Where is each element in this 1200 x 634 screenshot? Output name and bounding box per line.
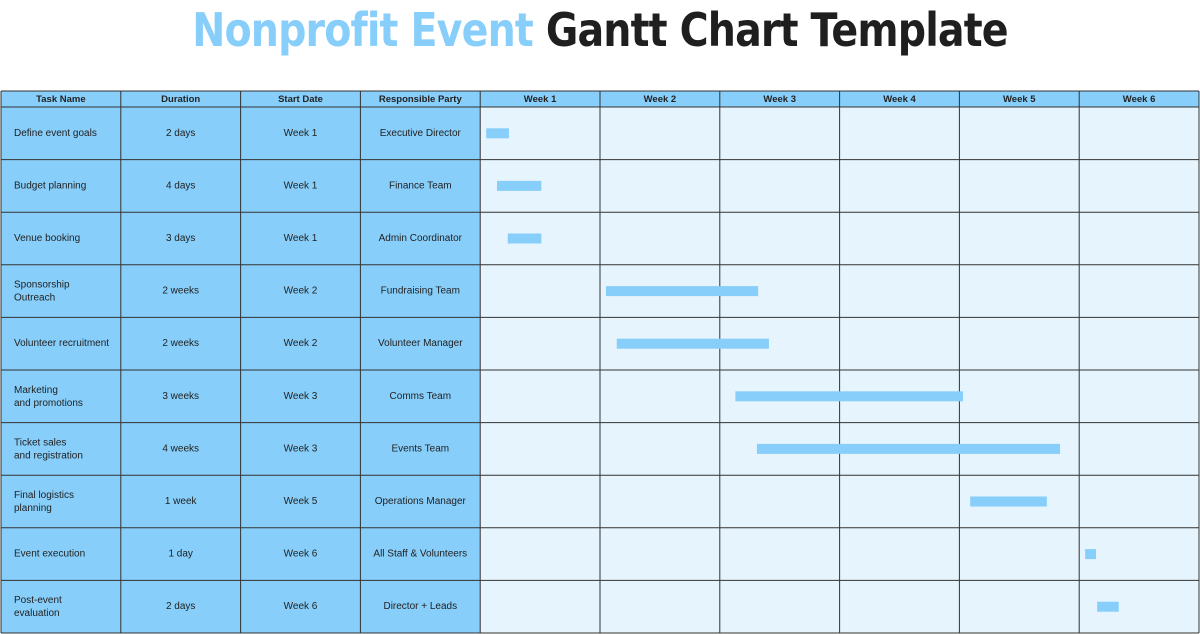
task-name: Venue booking: [14, 233, 80, 244]
task-duration: 4 days: [166, 180, 195, 191]
column-header: Week 4: [883, 94, 916, 105]
column-header: Week 2: [644, 94, 677, 105]
task-name-line: evaluation: [14, 608, 60, 619]
task-start: Week 2: [284, 286, 318, 297]
task-name: Post-event evaluation: [14, 595, 62, 619]
task-owner: All Staff & Volunteers: [373, 549, 467, 560]
gantt-bar: [605, 286, 759, 297]
task-name: Budget planning: [14, 180, 86, 191]
task-duration: 1 day: [168, 549, 192, 560]
gantt-bar: [735, 391, 963, 402]
column-header: Duration: [161, 94, 200, 105]
column-header: Start Date: [278, 94, 323, 105]
task-duration: 3 weeks: [162, 391, 199, 402]
column-header: Week 5: [1003, 94, 1036, 105]
task-owner: Director + Leads: [383, 601, 457, 612]
task-start: Week 6: [284, 549, 318, 560]
task-name: Sponsorship Outreach: [14, 279, 70, 303]
task-name: Marketing and promotions: [14, 384, 83, 408]
task-start: Week 3: [284, 391, 318, 402]
task-owner: Operations Manager: [375, 496, 467, 507]
gantt-bar: [486, 128, 509, 139]
column-header: Task Name: [36, 94, 85, 105]
task-duration: 3 days: [166, 233, 195, 244]
title-main: Gantt Chart Template: [545, 3, 1009, 57]
task-start: Week 1: [284, 128, 318, 139]
task-duration: 2 weeks: [162, 286, 199, 297]
task-owner: Comms Team: [390, 391, 452, 402]
task-owner: Executive Director: [380, 128, 462, 139]
gantt-bar: [616, 338, 769, 349]
task-duration: 1 week: [165, 496, 198, 507]
task-start: Week 5: [284, 496, 318, 507]
task-name-line: Outreach: [14, 292, 55, 303]
task-owner: Finance Team: [389, 180, 452, 191]
task-start: Week 3: [284, 443, 318, 454]
gantt-bar: [970, 496, 1047, 507]
task-name-line: and promotions: [14, 397, 83, 408]
task-name: Final logistics planning: [14, 490, 74, 514]
gantt-bar: [496, 180, 542, 191]
task-name-line: Final logistics: [14, 490, 74, 501]
task-owner: Admin Coordinator: [379, 233, 463, 244]
task-name: Ticket sales and registration: [14, 437, 83, 461]
task-name-line: Marketing: [14, 384, 58, 395]
task-duration: 2 days: [166, 128, 195, 139]
task-name-line: and registration: [14, 450, 83, 461]
task-name-line: Post-event: [14, 595, 62, 606]
task-duration: 2 weeks: [162, 338, 199, 349]
column-header: Week 3: [763, 94, 796, 105]
gantt-bar: [1097, 601, 1119, 612]
task-duration: 2 days: [166, 601, 195, 612]
gantt-bar: [507, 233, 542, 244]
task-duration: 4 weeks: [162, 443, 199, 454]
task-owner: Volunteer Manager: [378, 338, 463, 349]
task-name-line: Ticket sales: [14, 437, 66, 448]
task-start: Week 2: [284, 338, 318, 349]
task-owner: Events Team: [391, 443, 449, 454]
title-accent: Nonprofit Event: [192, 3, 534, 57]
page-title: Nonprofit Event Gantt Chart Template: [84, 0, 1116, 60]
column-header: Week 1: [524, 94, 557, 105]
task-name: Volunteer recruitment: [14, 338, 109, 349]
column-header: Week 6: [1123, 94, 1156, 105]
task-start: Week 1: [284, 180, 318, 191]
gantt-bar: [1085, 549, 1096, 560]
task-name-line: Sponsorship: [14, 279, 70, 290]
task-start: Week 6: [284, 601, 318, 612]
task-name: Define event goals: [14, 128, 97, 139]
task-name: Event execution: [14, 549, 85, 560]
task-start: Week 1: [284, 233, 318, 244]
gantt-bar: [756, 443, 1061, 454]
task-owner: Fundraising Team: [381, 286, 460, 297]
column-header: Responsible Party: [379, 94, 463, 105]
task-name-line: planning: [14, 503, 52, 514]
